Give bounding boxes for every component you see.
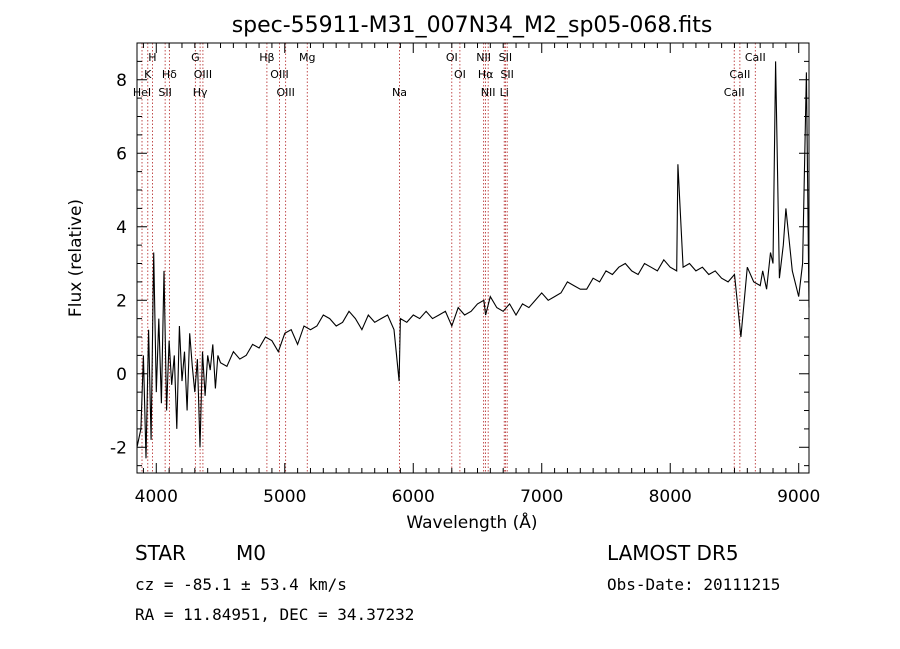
spectral-line-label: H [148, 51, 156, 64]
spectral-line-label: G [191, 51, 200, 64]
x-tick-label: 6000 [392, 487, 435, 507]
spectral-line-label: Na [392, 86, 407, 99]
spectral-line-label: HeI [133, 86, 151, 99]
spectral-line-label: OIII [194, 68, 212, 81]
spectral-line-label: SII [499, 51, 512, 64]
spectral-line-label: OI [454, 68, 466, 81]
x-tick-label: 7000 [520, 487, 563, 507]
spectral-line-label: NII [476, 51, 491, 64]
y-tick-label: 4 [116, 218, 127, 238]
spectral-line-label: Hα [478, 68, 494, 81]
spectral-line-label: Hδ [162, 68, 177, 81]
x-tick-label: 9000 [777, 487, 820, 507]
star-subclass-label: M0 [236, 541, 266, 565]
y-tick-label: 2 [116, 291, 127, 311]
obs-date-label: Obs-Date: 20111215 [607, 575, 780, 594]
coordinates-label: RA = 11.84951, DEC = 34.37232 [135, 605, 414, 624]
y-tick-label: -2 [110, 438, 127, 458]
spectral-line-label: NII [481, 86, 496, 99]
y-axis-label: Flux (relative) [66, 199, 86, 317]
spectral-line-label: CaII [724, 86, 745, 99]
spectral-line-label: OIII [270, 68, 288, 81]
spectral-line-label: OI [446, 51, 458, 64]
survey-label: LAMOST DR5 [607, 541, 739, 565]
y-tick-label: 0 [116, 365, 127, 385]
x-tick-label: 5000 [263, 487, 306, 507]
y-tick-label: 8 [116, 71, 127, 91]
spectral-line-markers [141, 43, 756, 473]
spectral-line-label: SII [500, 68, 513, 81]
x-tick-label: 4000 [135, 487, 178, 507]
x-axis-label: Wavelength (Å) [406, 511, 537, 533]
spectral-line-label: OIII [276, 86, 294, 99]
spectral-line-label: CaII [729, 68, 750, 81]
plot-frame [136, 42, 810, 474]
chart-title: spec-55911-M31_007N34_M2_sp05-068.fits [232, 13, 713, 38]
redshift-label: cz = -85.1 ± 53.4 km/s [135, 575, 347, 594]
y-tick-label: 6 [116, 144, 127, 164]
x-tick-label: 8000 [649, 487, 692, 507]
spectral-line-label: Li [500, 86, 509, 99]
spectral-line-labels: HK HeI Hδ SII G OIII Hγ Hβ OIII OIII Mg Na OI OI NII Hα… [133, 51, 766, 99]
spectral-line-label: CaII [745, 51, 766, 64]
spectrum-series-line [136, 61, 810, 459]
spectral-line-label: Mg [299, 51, 315, 64]
star-class-label: STAR [135, 541, 186, 565]
x-axis: 4000 5000 6000 7000 8000 9000 [135, 43, 820, 507]
spectral-line-label: SII [158, 86, 171, 99]
y-axis: -2 0 2 4 6 8 [110, 60, 809, 467]
spectral-line-label: Hγ [193, 86, 208, 99]
spectral-line-label: K [144, 68, 152, 81]
spectral-line-label: Hβ [259, 51, 274, 64]
